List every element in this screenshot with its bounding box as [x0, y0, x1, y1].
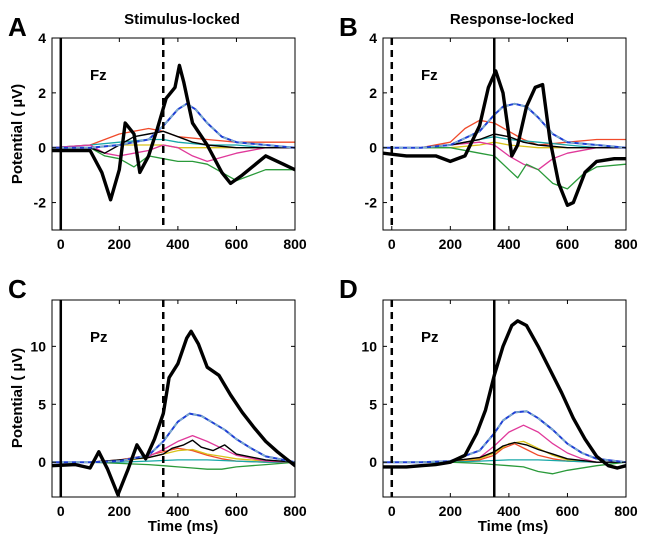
electrode-label: Fz: [90, 67, 107, 84]
y-axis-title-top-left: Potential ( µV): [9, 84, 26, 184]
y-tick-label: -2: [34, 195, 47, 211]
x-tick-label: 800: [283, 503, 307, 519]
x-tick-label: 0: [57, 503, 65, 519]
x-tick-label: 800: [614, 503, 638, 519]
y-tick-label: 2: [38, 85, 46, 101]
x-tick-label: 0: [388, 503, 396, 519]
axes-frame: [51, 37, 296, 231]
panel-d: D 0 200 400 600 800 0 5 10 Pz: [339, 274, 638, 519]
electrode-label: Pz: [421, 329, 439, 346]
panel-b: B 0 200 400 600 800 -2 0 2 4 Fz: [339, 12, 638, 252]
x-tick-label: 0: [388, 236, 396, 252]
axes-frame: [382, 299, 627, 498]
series-teal: [52, 138, 295, 149]
series-main: [52, 63, 295, 202]
series-main: [383, 69, 626, 208]
y-tick-label: 5: [38, 396, 46, 412]
series-teal: [383, 136, 626, 149]
y-axis-title-bottom-left: Potential ( µV): [9, 348, 26, 448]
x-tick-label: 600: [556, 503, 580, 519]
series-blue-dashed-overlay: [383, 102, 626, 149]
y-tick-label: -2: [365, 195, 378, 211]
series-group: [52, 329, 295, 497]
series-green: [52, 147, 295, 182]
y-tick-label: 4: [38, 30, 46, 46]
x-tick-label: 200: [439, 503, 463, 519]
x-tick-label: 200: [439, 236, 463, 252]
x-tick-label: 400: [166, 503, 190, 519]
x-tick-label: 600: [225, 503, 249, 519]
series-green: [383, 147, 626, 190]
panel-a: A 0 200 400 600 800 -2 0 2 4 Fz: [8, 12, 307, 252]
x-tick-label: 600: [225, 236, 249, 252]
y-tick-label: 0: [38, 140, 46, 156]
y-tick-label: 10: [30, 338, 46, 354]
x-tick-label: 200: [108, 503, 132, 519]
x-tick-label: 400: [166, 236, 190, 252]
panel-letter: D: [339, 274, 358, 304]
x-tick-label: 800: [283, 236, 307, 252]
x-axis-title-left: Time (ms): [148, 518, 219, 535]
y-tick-label: 0: [38, 454, 46, 470]
x-tick-label: 200: [108, 236, 132, 252]
axes-frame: [51, 299, 296, 498]
series-main: [52, 329, 295, 497]
series-group: [383, 69, 626, 208]
panel-c: C 0 200 400 600 800 0 5 10 Pz: [8, 274, 307, 519]
column-title-stimulus-locked: Stimulus-locked: [124, 11, 240, 28]
panel-letter: A: [8, 12, 27, 42]
panel-letter: B: [339, 12, 358, 42]
x-tick-label: 600: [556, 236, 580, 252]
series-group: [52, 63, 295, 202]
series-black-thin: [52, 130, 295, 154]
electrode-label: Pz: [90, 329, 108, 346]
y-tick-label: 10: [361, 338, 377, 354]
column-title-response-locked: Response-locked: [450, 11, 574, 28]
panel-letter: C: [8, 274, 27, 304]
x-axis-title-right: Time (ms): [478, 518, 549, 535]
x-tick-label: 800: [614, 236, 638, 252]
series-green: [383, 461, 626, 475]
x-tick-label: 400: [497, 503, 521, 519]
series-blue-dashed: [52, 412, 295, 464]
series-blue-dashed-overlay: [52, 412, 295, 464]
series-main: [383, 319, 626, 470]
y-tick-label: 5: [369, 396, 377, 412]
axes-frame: [382, 37, 627, 231]
series-group: [383, 319, 626, 475]
y-tick-label: 2: [369, 85, 377, 101]
x-tick-label: 400: [497, 236, 521, 252]
series-black-thin: [383, 133, 626, 149]
electrode-label: Fz: [421, 67, 438, 84]
y-tick-label: 0: [369, 140, 377, 156]
series-green: [52, 461, 295, 470]
y-tick-label: 0: [369, 454, 377, 470]
x-tick-label: 0: [57, 236, 65, 252]
y-tick-label: 4: [369, 30, 377, 46]
series-blue-dashed-overlay: [52, 102, 295, 149]
